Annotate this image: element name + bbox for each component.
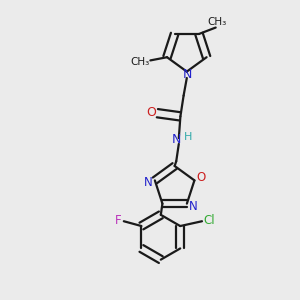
Text: Cl: Cl xyxy=(203,214,215,227)
Text: F: F xyxy=(115,214,122,227)
Text: N: N xyxy=(144,176,153,189)
Text: O: O xyxy=(197,171,206,184)
Text: N: N xyxy=(183,68,192,81)
Text: N: N xyxy=(172,133,181,146)
Text: N: N xyxy=(189,200,198,213)
Text: H: H xyxy=(184,132,193,142)
Text: CH₃: CH₃ xyxy=(130,57,150,67)
Text: O: O xyxy=(147,106,157,119)
Text: CH₃: CH₃ xyxy=(207,17,226,27)
